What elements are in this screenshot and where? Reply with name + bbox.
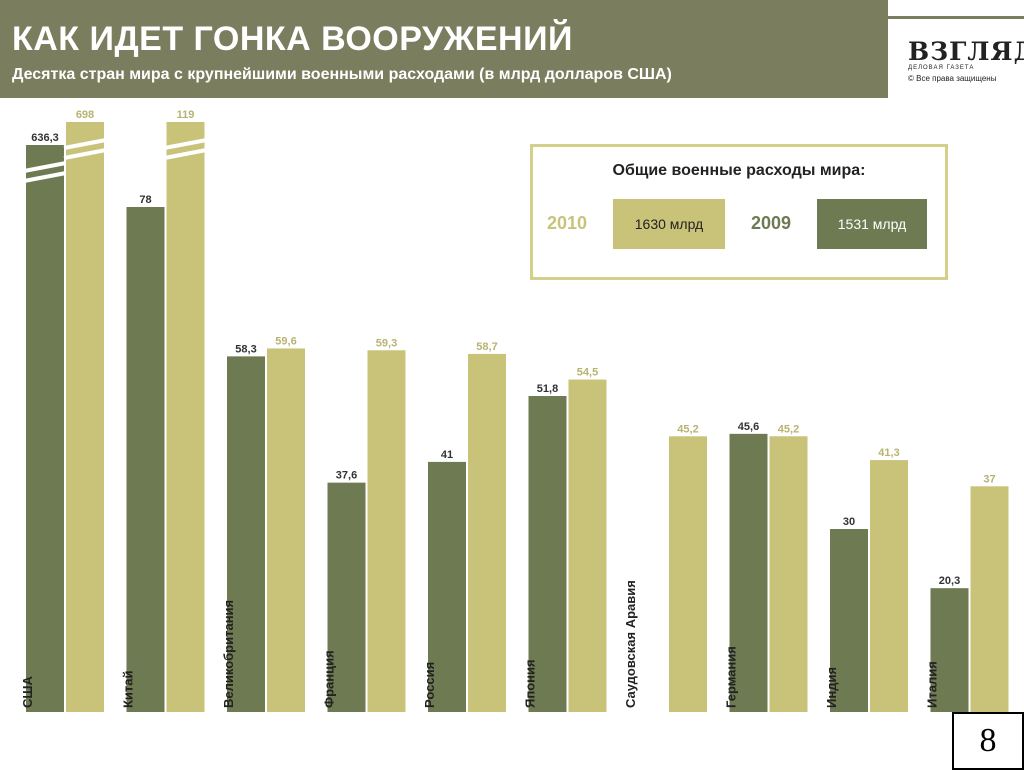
value-label-сша-2009: 636,3: [31, 132, 59, 144]
bar-япония-2009: [528, 396, 567, 712]
category-label-япония: Япония: [523, 659, 538, 708]
category-label-китай: Китай: [121, 670, 136, 708]
chart-title: КАК ИДЕТ ГОНКА ВООРУЖЕНИЙ: [12, 20, 573, 58]
category-label-великобритания: Великобритания: [221, 600, 236, 708]
value-label-италия-2009: 20,3: [939, 575, 960, 587]
category-label-индия: Индия: [824, 667, 839, 708]
legend-title: Общие военные расходы мира:: [612, 162, 866, 179]
category-label-саудовская-аравия: Саудовская Аравия: [623, 580, 638, 708]
value-label-индия-2009: 30: [843, 516, 855, 528]
bar-россия-2009: [428, 461, 466, 712]
value-label-китай-2010: 119: [177, 109, 195, 121]
bar-россия-2010: [468, 353, 506, 712]
chart-subtitle: Десятка стран мира с крупнейшими военным…: [12, 66, 672, 83]
value-label-саудовская-аравия-2010: 45,2: [677, 423, 698, 435]
axis-break-mark: [164, 138, 207, 150]
axis-break-mark: [164, 148, 207, 160]
axis-break-mark: [23, 161, 67, 173]
category-label-франция: Франция: [322, 650, 337, 708]
value-label-великобритания-2009: 58,3: [235, 343, 256, 355]
bar-германия-2009: [729, 433, 768, 712]
bar-италия-2010: [970, 486, 1009, 712]
logo-rights: © Все права защищены: [908, 74, 997, 83]
axis-break-mark: [23, 171, 67, 183]
axis-break-mark: [63, 148, 107, 160]
bar-индия-2009: [830, 529, 868, 712]
bar-великобритания-2010: [267, 348, 305, 712]
logo-name: ВЗГЛЯД: [908, 37, 1024, 66]
value-label-китай-2009: 78: [139, 194, 151, 206]
bar-саудовская-аравия-2010: [669, 436, 707, 712]
publisher-logo: ВЗГЛЯД деловая газета © Все права защище…: [888, 16, 1024, 101]
page-number: 8: [952, 712, 1024, 770]
bar-китай-2009: [126, 207, 165, 712]
category-label-германия: Германия: [724, 646, 739, 708]
logo-tagline: деловая газета: [908, 65, 975, 71]
category-label-сша: США: [20, 676, 35, 708]
legend-year-2009: 2009: [751, 213, 792, 233]
axis-break-mark: [63, 138, 107, 150]
value-label-великобритания-2010: 59,6: [275, 335, 296, 347]
value-label-япония-2009: 51,8: [537, 383, 558, 395]
value-label-германия-2009: 45,6: [738, 421, 759, 433]
value-label-япония-2010: 54,5: [577, 367, 598, 379]
bar-германия-2010: [769, 436, 808, 712]
value-label-германия-2010: 45,2: [778, 423, 799, 435]
bar-индия-2010: [870, 460, 908, 712]
bar-италия-2009: [930, 588, 969, 712]
value-label-франция-2009: 37,6: [336, 470, 357, 482]
header-banner: КАК ИДЕТ ГОНКА ВООРУЖЕНИЙ Десятка стран …: [0, 0, 888, 98]
value-label-сша-2010: 698: [76, 109, 94, 121]
legend-total-2009: 1531 млрд: [817, 199, 927, 249]
category-label-италия: Италия: [925, 661, 940, 708]
bar-сша-2009: [26, 145, 64, 712]
value-label-россия-2010: 58,7: [476, 341, 497, 353]
value-label-франция-2010: 59,3: [376, 337, 397, 349]
category-label-россия: Россия: [422, 662, 437, 708]
bar-сша-2010: [66, 122, 104, 712]
legend-year-2010: 2010: [547, 213, 588, 233]
bar-франция-2009: [327, 482, 366, 712]
value-label-россия-2009: 41: [441, 449, 453, 461]
bar-франция-2010: [367, 350, 406, 712]
value-label-индия-2010: 41,3: [878, 447, 899, 459]
bar-китай-2010: [166, 122, 205, 712]
world-total-legend: Общие военные расходы мира: 2010 1630 мл…: [530, 144, 948, 280]
bar-япония-2010: [568, 379, 607, 712]
value-label-италия-2010: 37: [983, 473, 995, 485]
bar-великобритания-2009: [227, 356, 265, 712]
legend-total-2010: 1630 млрд: [613, 199, 725, 249]
